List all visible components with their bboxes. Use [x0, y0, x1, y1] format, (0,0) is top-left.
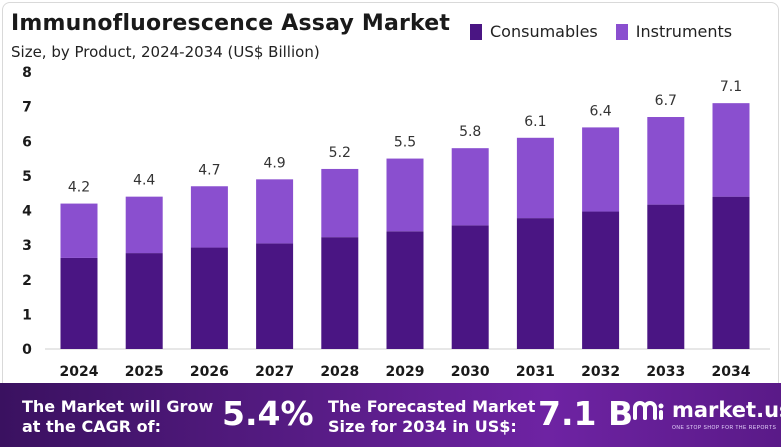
bar-consumables-2029: [386, 231, 424, 349]
bar-instruments-2026: [190, 186, 228, 248]
brand-logo: market.us ONE STOP SHOP FOR THE REPORTS: [632, 398, 781, 431]
data-label-total: 6.1: [524, 114, 546, 130]
bar-instruments-2032: [582, 127, 620, 212]
bar-instruments-2031: [516, 137, 554, 219]
cagr-caption-line1: The Market will Grow: [22, 397, 214, 416]
legend-label-consumables: Consumables: [490, 22, 598, 41]
chart-subtitle: Size, by Product, 2024-2034 (US$ Billion…: [11, 43, 320, 61]
forecast-caption-line1: The Forecasted Market: [328, 397, 536, 416]
forecast-caption: The Forecasted Market Size for 2034 in U…: [328, 397, 535, 437]
cagr-caption: The Market will Grow at the CAGR of:: [22, 397, 213, 437]
bar-instruments-2033: [647, 117, 685, 205]
bar-instruments-2034: [712, 103, 750, 197]
legend-label-instruments: Instruments: [635, 22, 733, 41]
x-tick-label: 2025: [125, 364, 164, 380]
data-label-total: 5.2: [329, 145, 351, 161]
bar-consumables-2030: [451, 225, 489, 349]
bar-consumables-2034: [712, 196, 750, 349]
bar-instruments-2028: [321, 168, 359, 238]
summary-banner: The Market will Grow at the CAGR of: 5.4…: [0, 383, 781, 447]
cagr-caption-line2: at the CAGR of:: [22, 417, 161, 436]
x-tick-label: 2032: [581, 364, 620, 380]
bar-instruments-2025: [125, 196, 163, 254]
x-tick-label: 2028: [320, 364, 359, 380]
x-tick-label: 2027: [255, 364, 294, 380]
data-label-total: 4.7: [198, 162, 220, 178]
data-label-total: 4.4: [133, 173, 155, 189]
legend: Consumables Instruments: [470, 22, 750, 41]
brand-name: market.us: [672, 398, 781, 422]
bar-instruments-2024: [60, 203, 98, 258]
data-label-total: 6.4: [589, 103, 611, 119]
x-tick-label: 2033: [646, 364, 685, 380]
forecast-value: 7.1 B: [538, 394, 634, 433]
data-label-total: 4.2: [68, 180, 90, 196]
y-tick-label: 6: [22, 134, 32, 150]
y-tick-label: 4: [22, 204, 32, 220]
data-label-total: 5.8: [459, 124, 481, 140]
bar-consumables-2027: [256, 243, 294, 349]
bar-consumables-2026: [190, 247, 228, 349]
x-tick-label: 2026: [190, 364, 229, 380]
y-tick-label: 8: [22, 65, 32, 81]
data-label-total: 5.5: [394, 135, 416, 151]
bar-consumables-2028: [321, 237, 359, 349]
legend-item-instruments: Instruments: [615, 22, 733, 41]
bar-consumables-2033: [647, 204, 685, 349]
y-tick-label: 0: [22, 342, 32, 358]
x-tick-label: 2024: [60, 364, 99, 380]
forecast-caption-line2: Size for 2034 in US$:: [328, 417, 517, 436]
bar-instruments-2030: [451, 148, 489, 226]
x-tick-label: 2031: [516, 364, 555, 380]
y-tick-label: 5: [22, 169, 32, 185]
x-tick-label: 2030: [451, 364, 490, 380]
y-tick-label: 7: [22, 100, 32, 116]
legend-swatch-instruments: [615, 23, 628, 40]
bar-consumables-2031: [516, 218, 554, 349]
y-tick-label: 1: [22, 307, 32, 323]
data-label-total: 6.7: [655, 93, 677, 109]
bar-consumables-2025: [125, 253, 163, 349]
cagr-value: 5.4%: [222, 394, 314, 433]
bar-instruments-2029: [386, 158, 424, 232]
bar-instruments-2027: [256, 179, 294, 244]
brand-tagline: ONE STOP SHOP FOR THE REPORTS: [672, 425, 777, 431]
data-label-total: 7.1: [720, 79, 742, 95]
market-us-logo-icon: [633, 401, 664, 420]
data-label-total: 4.9: [263, 155, 285, 171]
legend-swatch-consumables: [470, 23, 482, 40]
legend-item-consumables: Consumables: [470, 22, 598, 41]
bar-consumables-2032: [582, 211, 620, 349]
y-tick-label: 2: [22, 273, 32, 289]
x-tick-label: 2029: [386, 364, 425, 380]
x-tick-label: 2034: [712, 364, 751, 380]
y-tick-label: 3: [22, 238, 32, 254]
chart-title: Immunofluorescence Assay Market: [11, 11, 451, 36]
bar-consumables-2024: [60, 257, 98, 349]
